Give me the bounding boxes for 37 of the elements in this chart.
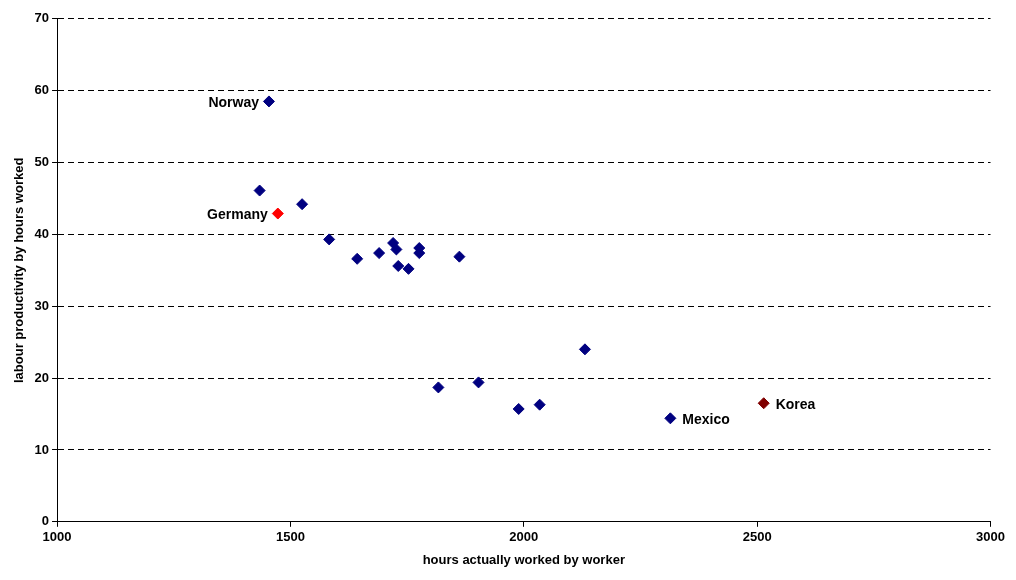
point (390, 243, 403, 256)
y-tick-label: 60 (34, 82, 50, 98)
point (351, 252, 364, 265)
point (432, 381, 445, 394)
point (296, 198, 309, 211)
point (757, 397, 770, 410)
y-tick-label: 0 (41, 513, 50, 529)
annotation: Norway (208, 94, 260, 111)
y-axis-title: labour productivity by hours worked (11, 157, 27, 383)
point (262, 95, 275, 108)
point (664, 412, 677, 425)
point (373, 247, 386, 260)
x-tick-label: 2500 (742, 529, 772, 545)
point (512, 402, 525, 415)
y-tick-label: 70 (34, 10, 50, 26)
point (392, 259, 405, 272)
x-tick-label: 2000 (509, 529, 539, 545)
point (253, 184, 266, 197)
y-tick-label: 30 (34, 297, 50, 313)
point (323, 233, 336, 246)
point (533, 398, 546, 411)
annotation: Mexico (682, 411, 730, 428)
y-tick-label: 40 (34, 225, 50, 241)
point (453, 250, 466, 263)
annotation: Korea (775, 396, 816, 413)
point (271, 207, 284, 220)
y-tick-label: 10 (34, 441, 50, 457)
point (402, 262, 415, 275)
y-tick-label: 50 (34, 154, 50, 170)
point (578, 343, 591, 356)
x-tick-label: 1500 (275, 529, 305, 545)
annotation: Germany (207, 206, 269, 223)
x-axis-title: hours actually worked by worker (422, 551, 625, 567)
x-tick-label: 1000 (42, 529, 72, 545)
x-tick-label: 3000 (976, 529, 1005, 545)
point (472, 376, 485, 389)
y-tick-label: 20 (34, 369, 50, 385)
